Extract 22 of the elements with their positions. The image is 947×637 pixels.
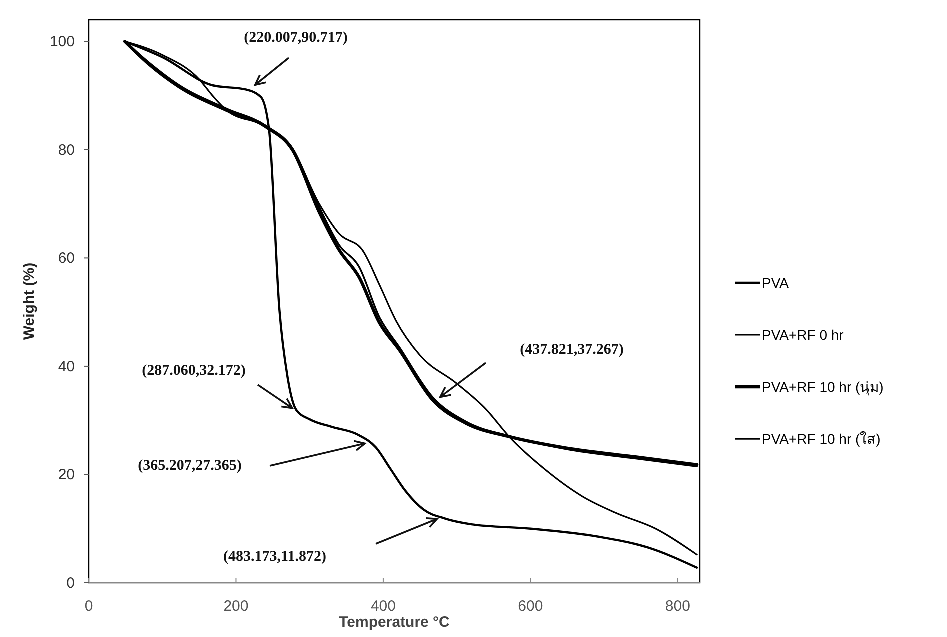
annotation: (483.173,11.872) — [224, 549, 326, 565]
y-tick-label: 80 — [58, 142, 75, 159]
x-tick-label: 600 — [518, 598, 544, 615]
legend-label: PVA+RF 10 hr (ใส) — [762, 431, 881, 447]
legend-label: PVA — [762, 275, 790, 291]
annotation: (437.821,37.267) — [520, 342, 624, 358]
x-tick-label: 200 — [224, 598, 249, 615]
legend-label: PVA+RF 10 hr (นุ่ม) — [762, 379, 884, 396]
x-tick-label: 800 — [665, 598, 690, 615]
y-axis-title: Weight (%) — [21, 262, 38, 340]
annotation: (287.060,32.172) — [142, 363, 246, 379]
annotation: (220.007,90.717) — [244, 30, 348, 46]
x-tick-label: 400 — [370, 598, 396, 615]
x-axis-title: Temperature °C — [339, 614, 450, 631]
y-tick-label: 40 — [58, 358, 75, 376]
y-tick-label: 100 — [50, 34, 75, 51]
legend-label: PVA+RF 0 hr — [762, 327, 844, 343]
y-tick-label: 0 — [66, 575, 75, 592]
y-tick-label: 20 — [58, 466, 75, 484]
annotation: (365.207,27.365) — [138, 458, 242, 474]
y-tick-label: 60 — [58, 250, 75, 268]
x-tick-label: 0 — [84, 598, 94, 615]
